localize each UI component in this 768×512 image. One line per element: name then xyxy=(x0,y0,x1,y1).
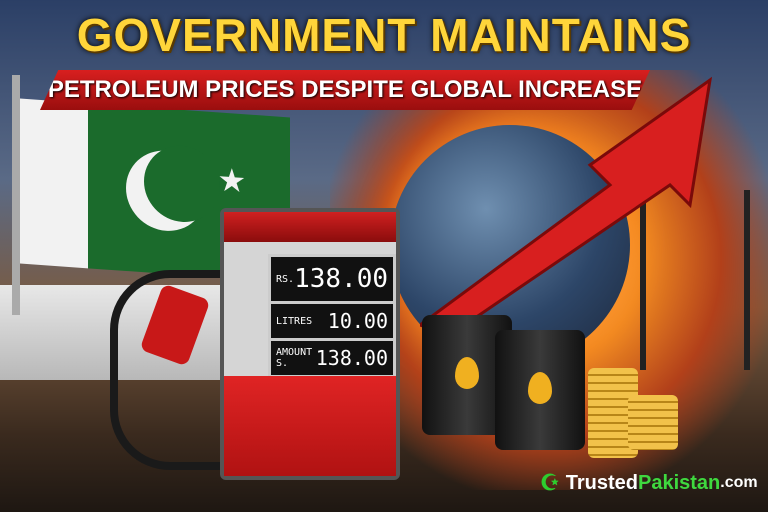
rising-arrow-icon xyxy=(420,76,713,335)
oil-rig xyxy=(640,190,750,370)
amount-value: 138.00 xyxy=(315,346,388,370)
litres-value: 10.00 xyxy=(327,309,388,333)
pump-display: RS. 138.00 LITRES 10.00 AMOUNT S. 138.00 xyxy=(268,254,396,382)
brand-logo: ☪ Trusted Pakistan .com xyxy=(540,470,758,496)
litres-label: LITRES xyxy=(276,315,313,327)
star-icon: ★ xyxy=(217,160,247,201)
price-label: RS. xyxy=(276,273,295,285)
oil-drop-icon xyxy=(528,372,552,404)
headline-banner: PETROLEUM PRICES DESPITE GLOBAL INCREASE xyxy=(40,70,650,110)
headline-title: GOVERNMENT MAINTAINS xyxy=(76,9,692,61)
amount-label: AMOUNT S. xyxy=(276,347,313,369)
crescent-icon xyxy=(125,147,206,234)
crescent-star-icon: ☪ xyxy=(540,470,560,495)
oil-drop-icon xyxy=(455,357,479,389)
headline-subtitle: PETROLEUM PRICES DESPITE GLOBAL INCREASE xyxy=(47,76,643,103)
brand-part3: .com xyxy=(720,474,758,491)
oil-barrel xyxy=(495,330,585,450)
coin-stack xyxy=(628,395,678,450)
flag-pole xyxy=(12,75,20,315)
fuel-pump: RS. 138.00 LITRES 10.00 AMOUNT S. 138.00 xyxy=(220,208,400,480)
brand-part1: Trusted xyxy=(565,471,638,494)
brand-part2: Pakistan xyxy=(637,471,721,494)
fuel-hose xyxy=(110,270,230,470)
price-row: RS. 138.00 xyxy=(271,257,393,301)
amount-row: AMOUNT S. 138.00 xyxy=(271,341,393,375)
price-value: 138.00 xyxy=(294,264,388,294)
litres-row: LITRES 10.00 xyxy=(271,304,393,338)
